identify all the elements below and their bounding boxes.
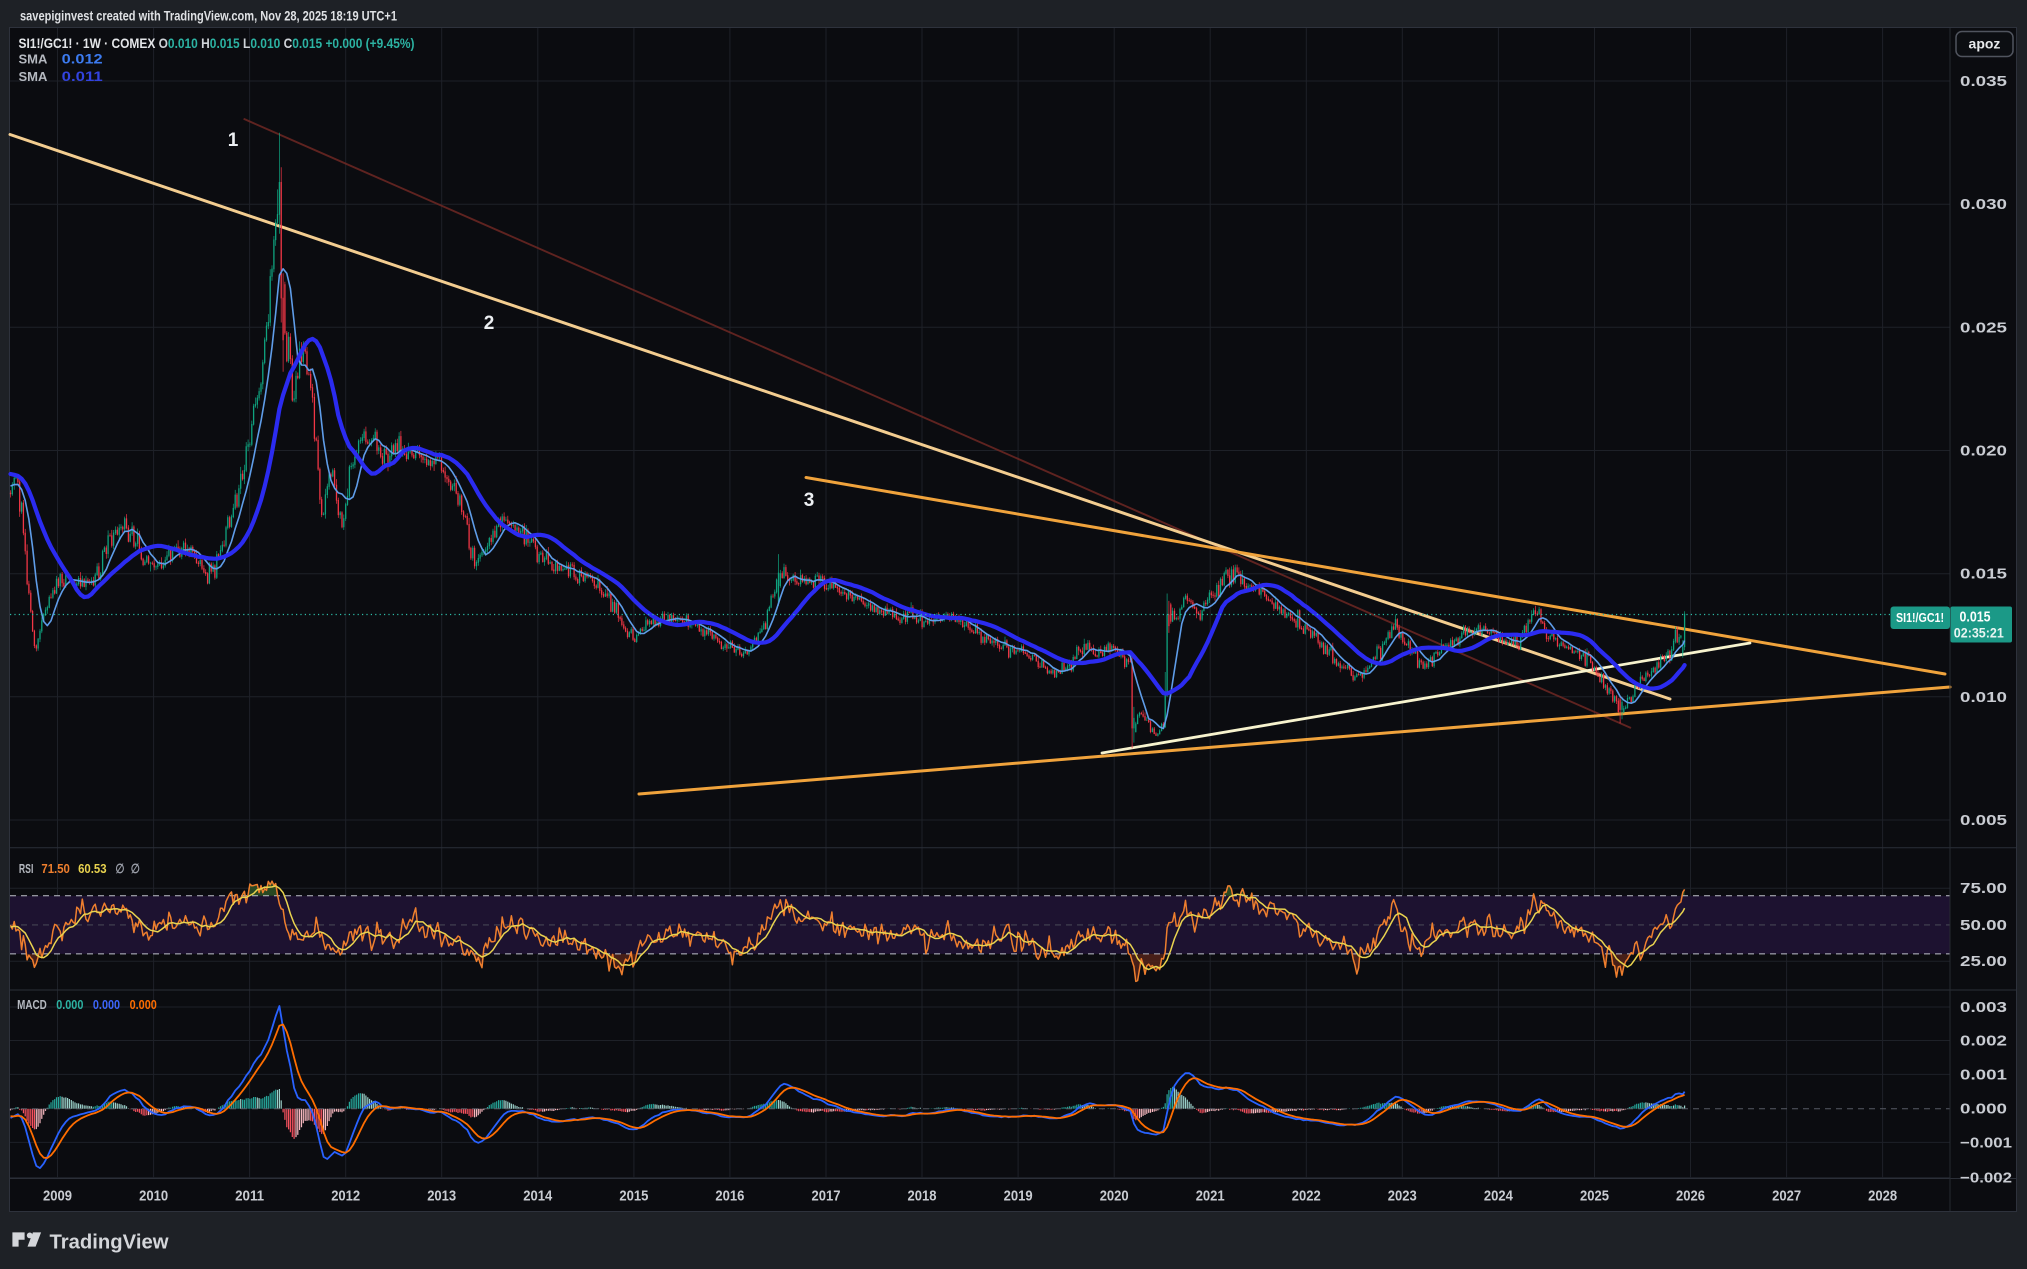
svg-text:MACD: MACD (17, 997, 47, 1012)
svg-text:2028: 2028 (1868, 1189, 1897, 1205)
svg-text:2012: 2012 (331, 1189, 360, 1205)
svg-text:2023: 2023 (1388, 1189, 1417, 1205)
svg-text:SI1!/GC1!: SI1!/GC1! (1896, 610, 1944, 625)
svg-text:71.50: 71.50 (41, 861, 70, 876)
svg-text:0.015: 0.015 (1960, 567, 2007, 583)
svg-text:75.00: 75.00 (1960, 881, 2007, 897)
svg-text:0.025: 0.025 (1960, 320, 2007, 336)
svg-text:RSI: RSI (19, 861, 34, 876)
svg-text:0.005: 0.005 (1960, 813, 2007, 829)
svg-text:25.00: 25.00 (1960, 954, 2007, 970)
svg-text:2027: 2027 (1772, 1189, 1801, 1205)
svg-text:savepiginvest created with Tra: savepiginvest created with TradingView.c… (20, 9, 397, 24)
svg-text:2: 2 (484, 313, 495, 334)
svg-text:0.000: 0.000 (1960, 1102, 2007, 1118)
svg-text:SMA: SMA (19, 52, 49, 67)
svg-text:0.011: 0.011 (62, 68, 103, 84)
svg-text:apoz: apoz (1969, 36, 2001, 52)
svg-text:2010: 2010 (139, 1189, 168, 1205)
svg-text:2017: 2017 (812, 1189, 841, 1205)
svg-text:2009: 2009 (43, 1189, 72, 1205)
svg-text:02:35:21: 02:35:21 (1954, 626, 2004, 641)
svg-text:0.035: 0.035 (1960, 74, 2007, 90)
svg-text:0.015: 0.015 (1960, 610, 1991, 626)
svg-text:−0.002: −0.002 (1960, 1171, 2012, 1187)
svg-text:SI1!/GC1! · 1W · COMEX O0.010: SI1!/GC1! · 1W · COMEX O0.010 H0.015 L0.… (19, 36, 415, 51)
svg-text:2024: 2024 (1484, 1189, 1513, 1205)
svg-text:0.010: 0.010 (1960, 690, 2007, 706)
svg-text:2026: 2026 (1676, 1189, 1705, 1205)
svg-text:2025: 2025 (1580, 1189, 1609, 1205)
svg-text:∅: ∅ (131, 861, 140, 876)
svg-text:2019: 2019 (1004, 1189, 1033, 1205)
svg-text:0.000: 0.000 (56, 997, 83, 1012)
svg-text:TradingView: TradingView (50, 1232, 169, 1254)
svg-text:2022: 2022 (1292, 1189, 1321, 1205)
svg-text:3: 3 (804, 490, 815, 511)
svg-text:2021: 2021 (1196, 1189, 1225, 1205)
svg-text:0.002: 0.002 (1960, 1034, 2007, 1050)
svg-text:0.030: 0.030 (1960, 197, 2007, 213)
svg-text:0.000: 0.000 (130, 997, 157, 1012)
svg-text:0.001: 0.001 (1960, 1067, 2007, 1083)
svg-text:50.00: 50.00 (1960, 918, 2007, 934)
svg-text:2013: 2013 (427, 1189, 456, 1205)
svg-text:2014: 2014 (523, 1189, 552, 1205)
svg-text:∅: ∅ (115, 861, 124, 876)
svg-text:2011: 2011 (235, 1189, 264, 1205)
svg-text:60.53: 60.53 (78, 861, 107, 876)
svg-text:2020: 2020 (1100, 1189, 1129, 1205)
svg-text:0.020: 0.020 (1960, 444, 2007, 460)
svg-text:2018: 2018 (908, 1189, 937, 1205)
svg-text:0.003: 0.003 (1960, 1000, 2007, 1016)
svg-text:0.012: 0.012 (62, 51, 103, 67)
svg-text:SMA: SMA (19, 69, 49, 84)
svg-text:1: 1 (228, 130, 239, 151)
svg-text:2015: 2015 (619, 1189, 648, 1205)
svg-text:0.000: 0.000 (93, 997, 120, 1012)
svg-text:−0.001: −0.001 (1960, 1135, 2012, 1151)
svg-text:2016: 2016 (715, 1189, 744, 1205)
